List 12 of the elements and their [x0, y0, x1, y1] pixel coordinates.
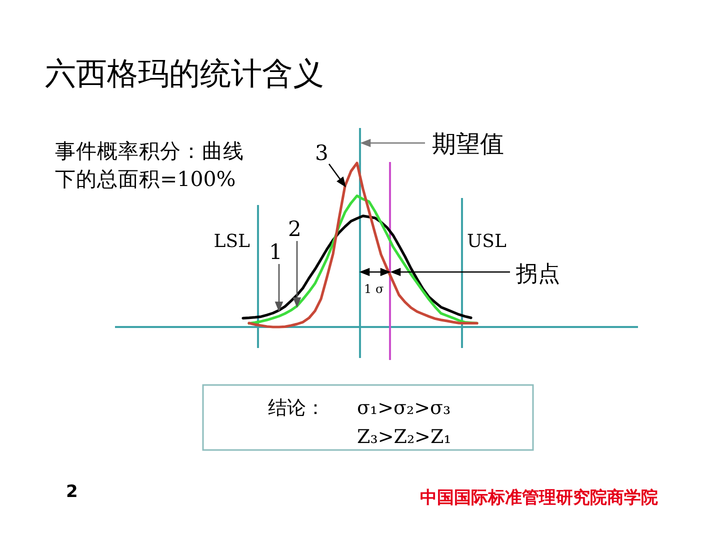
- annotation: 事件概率积分：曲线下的总面积=100%: [55, 139, 244, 191]
- annotation: 2: [66, 482, 78, 502]
- annotation: Z₃>Z₂>Z₁: [357, 426, 452, 448]
- annotation: 拐点: [516, 262, 560, 287]
- annotation: USL: [467, 231, 506, 252]
- annotation: 1 σ: [364, 282, 384, 296]
- annotation: σ₁>σ₂>σ₃: [357, 397, 451, 419]
- annotation: 期望值: [432, 130, 504, 158]
- title: 六西格玛的统计含义: [45, 56, 324, 92]
- annotation: LSL: [214, 231, 250, 252]
- annotation: 中国国际标准管理研究院商学院: [420, 488, 658, 508]
- annotation: 结论：: [268, 397, 325, 419]
